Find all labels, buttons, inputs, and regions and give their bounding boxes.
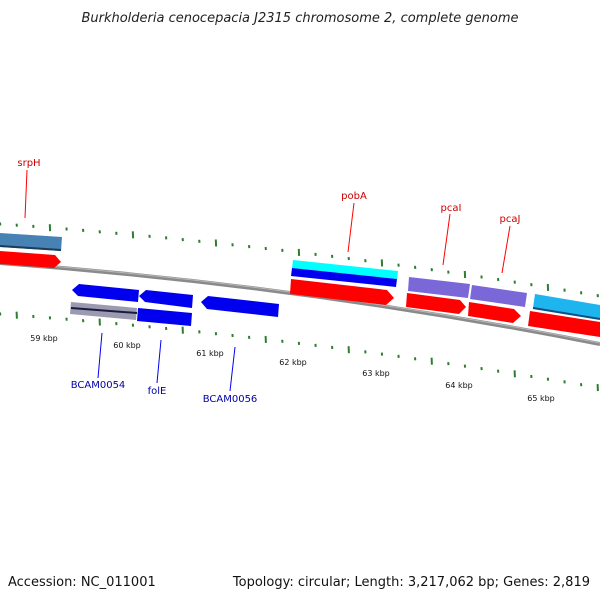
leader-BCAM0054 xyxy=(97,332,103,379)
cds-forward-pobA xyxy=(290,279,394,305)
cds-reverse-3 xyxy=(201,296,279,317)
scale-label: 64 kbp xyxy=(445,381,473,390)
feature-blue-pobA xyxy=(291,268,397,287)
gene-label-pcaJ: pcaJ xyxy=(500,214,521,225)
cds-forward-right xyxy=(528,311,600,337)
scale-label: 63 kbp xyxy=(362,369,390,378)
gene-label-BCAM0056: BCAM0056 xyxy=(203,394,258,405)
leader-folE xyxy=(156,339,162,384)
feature-blue-folE xyxy=(137,308,192,326)
tick-marks-inner xyxy=(0,311,599,392)
cds-reverse-1 xyxy=(72,284,139,302)
scale-label: 61 kbp xyxy=(196,349,224,358)
map-title: Burkholderia cenocepacia J2315 chromosom… xyxy=(81,11,518,26)
leader-pobA xyxy=(347,202,355,253)
scale-label: 65 kbp xyxy=(527,394,555,403)
cds-forward-pcaI xyxy=(406,293,466,314)
accession-text: Accession: NC_011001 xyxy=(8,575,156,590)
feature-cyan-pobA xyxy=(292,260,398,279)
gene-label-pcaI: pcaI xyxy=(441,203,462,214)
feature-skyblue-right xyxy=(533,294,600,319)
leader-pcaI xyxy=(442,213,451,266)
cds-reverse-2 xyxy=(139,290,193,308)
cds-forward-srpH xyxy=(0,251,61,268)
scale-label: 60 kbp xyxy=(113,341,141,350)
gene-label-pobA: pobA xyxy=(341,191,367,202)
feature-slateblue-pcaJ xyxy=(470,285,527,307)
leader-pcaJ xyxy=(501,225,511,274)
gene-label-BCAM0054: BCAM0054 xyxy=(71,380,126,391)
gene-label-folE: folE xyxy=(148,386,167,397)
leader-BCAM0056 xyxy=(229,346,236,392)
leader-srpH xyxy=(24,169,28,219)
feature-slateblue-pcaI xyxy=(408,277,470,298)
cds-forward-pcaJ xyxy=(468,302,521,323)
tick-marks-outer xyxy=(0,222,599,298)
scale-label: 62 kbp xyxy=(279,358,307,367)
scale-label: 59 kbp xyxy=(30,334,58,343)
gene-label-srpH: srpH xyxy=(17,158,40,169)
topology-summary: Topology: circular; Length: 3,217,062 bp… xyxy=(232,575,590,590)
